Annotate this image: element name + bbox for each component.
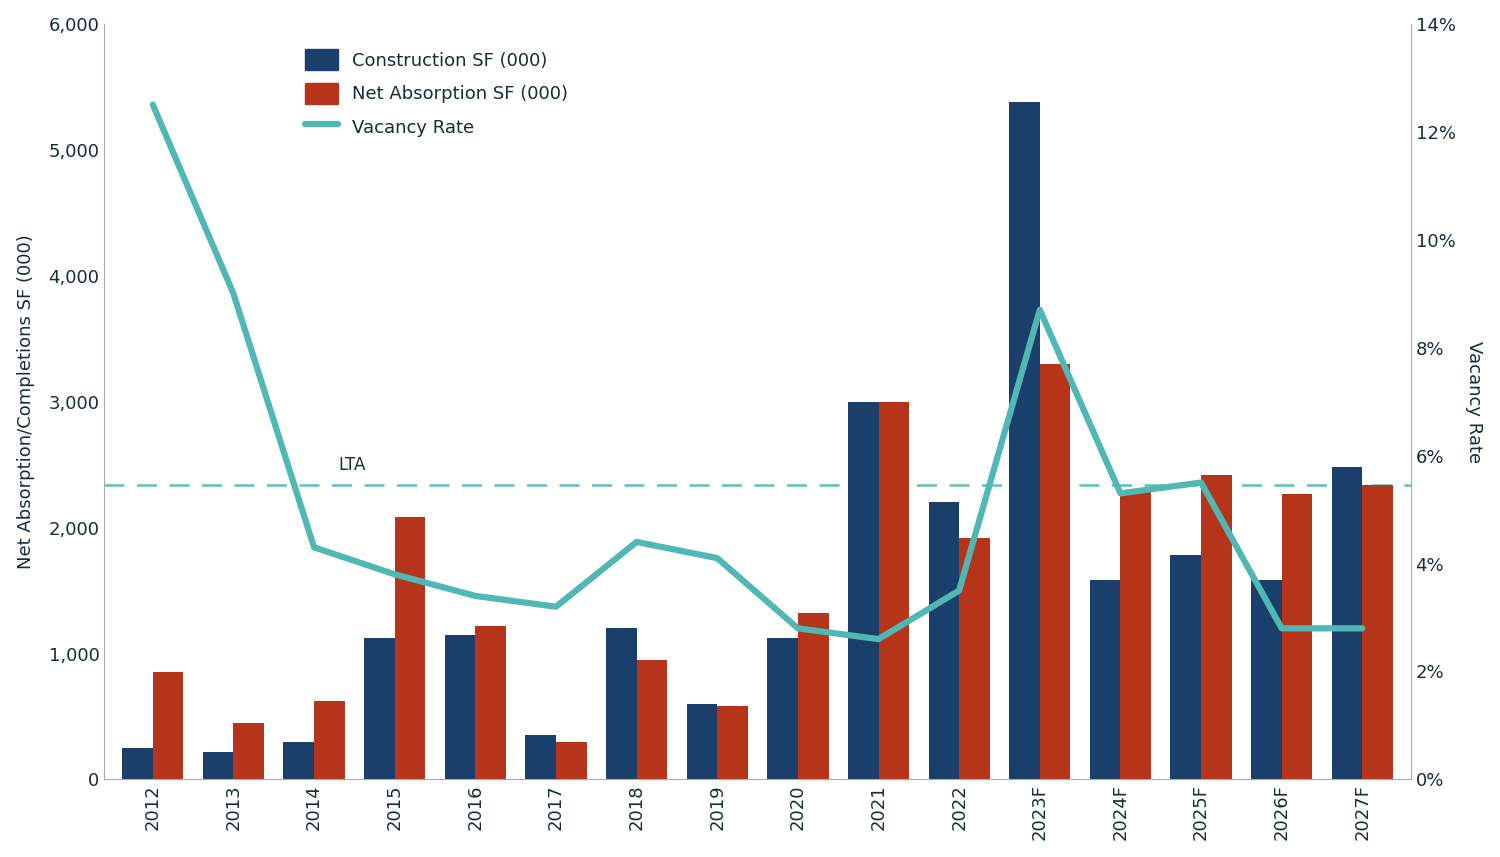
Bar — [1090, 580, 1120, 780]
Vacancy Rate — [386, 569, 404, 579]
Vacancy Rate — [1272, 623, 1290, 633]
Bar — [444, 635, 476, 780]
Vacancy Rate — [1030, 304, 1048, 315]
Bar — [1040, 363, 1071, 780]
Bar — [766, 638, 798, 780]
Bar — [636, 660, 668, 780]
Bar — [1362, 485, 1394, 780]
Bar — [1202, 475, 1231, 780]
Bar — [202, 752, 234, 780]
Bar — [847, 402, 879, 780]
Bar — [958, 537, 990, 780]
Bar — [879, 402, 909, 780]
Vacancy Rate — [627, 536, 645, 547]
Vacancy Rate — [1353, 623, 1371, 633]
Bar — [122, 748, 153, 780]
Vacancy Rate — [1112, 488, 1130, 499]
Y-axis label: Vacancy Rate: Vacancy Rate — [1466, 340, 1484, 463]
Vacancy Rate — [225, 289, 243, 299]
Vacancy Rate — [466, 590, 484, 601]
Bar — [234, 722, 264, 780]
Vacancy Rate — [304, 542, 322, 553]
Bar — [1120, 489, 1150, 780]
Bar — [606, 628, 636, 780]
Vacancy Rate — [870, 634, 888, 644]
Bar — [1281, 494, 1312, 780]
Vacancy Rate — [1192, 477, 1210, 488]
Bar — [717, 706, 748, 780]
Bar — [284, 741, 314, 780]
Bar — [525, 735, 556, 780]
Bar — [1332, 467, 1362, 780]
Bar — [687, 704, 717, 780]
Bar — [476, 626, 506, 780]
Vacancy Rate — [789, 623, 807, 633]
Bar — [1251, 580, 1281, 780]
Bar — [153, 673, 183, 780]
Bar — [1170, 555, 1202, 780]
Legend: Construction SF (000), Net Absorption SF (000), Vacancy Rate: Construction SF (000), Net Absorption SF… — [297, 40, 578, 147]
Bar — [1010, 102, 1040, 780]
Bar — [798, 614, 828, 780]
Vacancy Rate — [950, 585, 968, 596]
Text: LTA: LTA — [339, 456, 366, 474]
Vacancy Rate — [708, 553, 726, 563]
Bar — [314, 701, 345, 780]
Line: Vacancy Rate: Vacancy Rate — [153, 105, 1362, 639]
Bar — [364, 638, 394, 780]
Bar — [928, 502, 958, 780]
Bar — [556, 741, 586, 780]
Vacancy Rate — [548, 602, 566, 612]
Bar — [394, 518, 426, 780]
Vacancy Rate — [144, 99, 162, 110]
Y-axis label: Net Absorption/Completions SF (000): Net Absorption/Completions SF (000) — [16, 234, 34, 569]
